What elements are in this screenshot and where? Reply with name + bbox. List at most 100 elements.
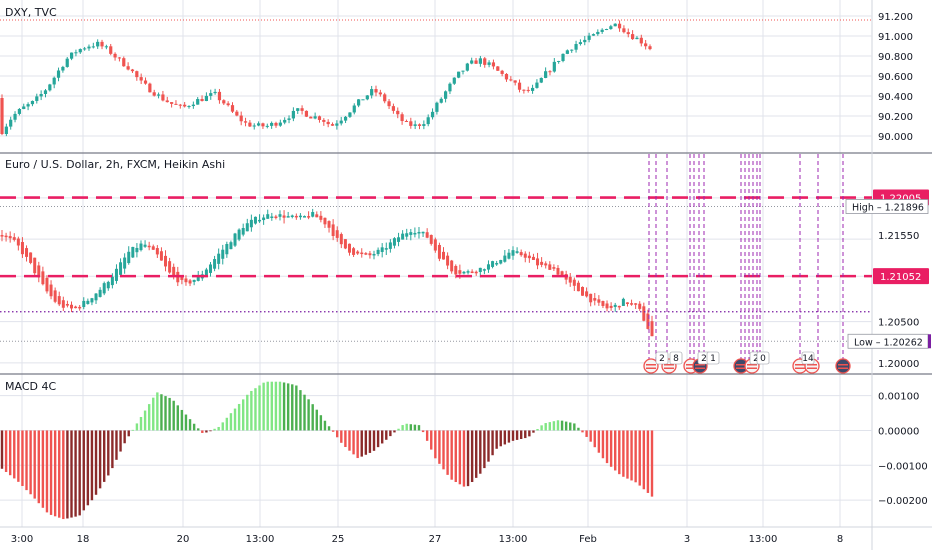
- macd-histogram-bar[interactable]: [577, 427, 580, 431]
- dxy-candle[interactable]: [135, 71, 139, 78]
- dxy-candle[interactable]: [491, 62, 496, 67]
- eur-candle[interactable]: [585, 291, 589, 297]
- dxy-candle[interactable]: [465, 63, 469, 71]
- event-count-badge[interactable]: [669, 351, 683, 365]
- macd-histogram-bar[interactable]: [8, 430, 12, 476]
- dxy-candle[interactable]: [117, 57, 122, 59]
- macd-histogram-bar[interactable]: [90, 430, 94, 501]
- macd-histogram-bar[interactable]: [528, 430, 531, 437]
- eur-candle[interactable]: [29, 252, 33, 263]
- macd-histogram-bar[interactable]: [299, 390, 302, 431]
- dxy-candle[interactable]: [626, 32, 630, 35]
- macd-histogram-bar[interactable]: [536, 429, 539, 431]
- macd-histogram-bar[interactable]: [503, 430, 507, 445]
- eur-candle[interactable]: [360, 252, 364, 255]
- macd-histogram-bar[interactable]: [262, 382, 265, 431]
- eur-candle[interactable]: [53, 290, 57, 302]
- eur-candle[interactable]: [151, 246, 155, 250]
- macd-histogram-bar[interactable]: [66, 430, 69, 519]
- us-flag-icon[interactable]: [643, 358, 659, 374]
- dxy-candle[interactable]: [4, 126, 8, 134]
- macd-histogram-bar[interactable]: [13, 430, 16, 479]
- macd-histogram-bar[interactable]: [393, 430, 396, 433]
- macd-histogram-bar[interactable]: [192, 423, 196, 431]
- macd-histogram-bar[interactable]: [593, 430, 596, 448]
- macd-histogram-bar[interactable]: [115, 430, 118, 460]
- macd-histogram-bar[interactable]: [291, 384, 294, 431]
- eur-candle[interactable]: [634, 303, 638, 305]
- dxy-candle[interactable]: [100, 41, 104, 47]
- macd-histogram-bar[interactable]: [33, 430, 36, 499]
- dxy-candle[interactable]: [243, 121, 248, 123]
- eur-candle[interactable]: [229, 242, 233, 250]
- eur-candle[interactable]: [274, 216, 278, 218]
- macd-histogram-bar[interactable]: [442, 430, 445, 470]
- macd-histogram-bar[interactable]: [597, 430, 601, 453]
- macd-histogram-bar[interactable]: [340, 430, 343, 443]
- eur-candle[interactable]: [319, 215, 323, 220]
- eur-candle[interactable]: [49, 284, 53, 297]
- macd-histogram-bar[interactable]: [532, 430, 535, 433]
- macd-histogram-bar[interactable]: [630, 430, 633, 481]
- eur-candle[interactable]: [37, 265, 41, 278]
- eur-candle[interactable]: [119, 262, 123, 275]
- dxy-candle[interactable]: [509, 79, 513, 81]
- dxy-candle[interactable]: [130, 69, 135, 72]
- dxy-candle[interactable]: [517, 82, 522, 90]
- eur-candle[interactable]: [556, 267, 560, 275]
- event-count-badge[interactable]: [801, 351, 815, 365]
- dxy-candle[interactable]: [496, 66, 500, 71]
- eur-candle[interactable]: [507, 252, 511, 259]
- macd-histogram-bar[interactable]: [0, 430, 4, 469]
- dxy-candle[interactable]: [222, 100, 226, 104]
- macd-histogram-bar[interactable]: [172, 400, 175, 431]
- macd-histogram-bar[interactable]: [250, 390, 253, 431]
- macd-histogram-bar[interactable]: [364, 430, 368, 455]
- dxy-candle[interactable]: [439, 98, 443, 103]
- macd-histogram-bar[interactable]: [475, 430, 478, 478]
- eur-candle[interactable]: [172, 266, 176, 277]
- macd-histogram-bar[interactable]: [360, 430, 363, 457]
- dxy-candle[interactable]: [443, 91, 448, 99]
- macd-histogram-bar[interactable]: [327, 426, 331, 431]
- dxy-candle[interactable]: [235, 111, 239, 116]
- dxy-candle[interactable]: [457, 71, 461, 78]
- dxy-candle[interactable]: [570, 49, 574, 51]
- macd-histogram-bar[interactable]: [421, 430, 425, 433]
- macd-histogram-bar[interactable]: [209, 430, 212, 432]
- dxy-candle[interactable]: [631, 34, 635, 40]
- eur-candle[interactable]: [307, 216, 311, 218]
- eur-candle[interactable]: [110, 276, 114, 286]
- dxy-candle[interactable]: [35, 96, 39, 101]
- eur-candle[interactable]: [4, 235, 8, 238]
- macd-histogram-bar[interactable]: [417, 425, 421, 431]
- eur-candle[interactable]: [331, 224, 335, 237]
- dxy-candle[interactable]: [617, 23, 622, 29]
- dxy-candle[interactable]: [387, 101, 391, 107]
- eur-candle[interactable]: [617, 305, 621, 308]
- eur-candle[interactable]: [495, 263, 499, 265]
- dxy-candle[interactable]: [400, 114, 404, 122]
- macd-pane[interactable]: MACD 4C: [0, 380, 654, 520]
- dxy-candle[interactable]: [483, 58, 487, 65]
- eur-candle[interactable]: [282, 215, 286, 218]
- macd-histogram-bar[interactable]: [315, 409, 318, 431]
- dxy-candle[interactable]: [104, 46, 108, 48]
- dxy-candle[interactable]: [248, 122, 252, 127]
- eur-candle[interactable]: [356, 251, 360, 254]
- eur-candle[interactable]: [417, 231, 421, 234]
- macd-histogram-bar[interactable]: [131, 429, 135, 431]
- macd-histogram-bar[interactable]: [622, 430, 625, 477]
- macd-histogram-bar[interactable]: [409, 424, 413, 431]
- eur-candle[interactable]: [380, 247, 384, 252]
- dxy-candle[interactable]: [539, 77, 543, 83]
- eur-candle[interactable]: [278, 214, 282, 217]
- dxy-candle[interactable]: [0, 98, 4, 134]
- eur-candle[interactable]: [262, 217, 266, 221]
- macd-histogram-bar[interactable]: [413, 424, 417, 431]
- dxy-candle[interactable]: [613, 23, 617, 27]
- macd-histogram-bar[interactable]: [229, 413, 233, 431]
- dxy-candle[interactable]: [548, 71, 552, 73]
- eur-candle[interactable]: [241, 228, 245, 235]
- dxy-candle[interactable]: [256, 123, 261, 126]
